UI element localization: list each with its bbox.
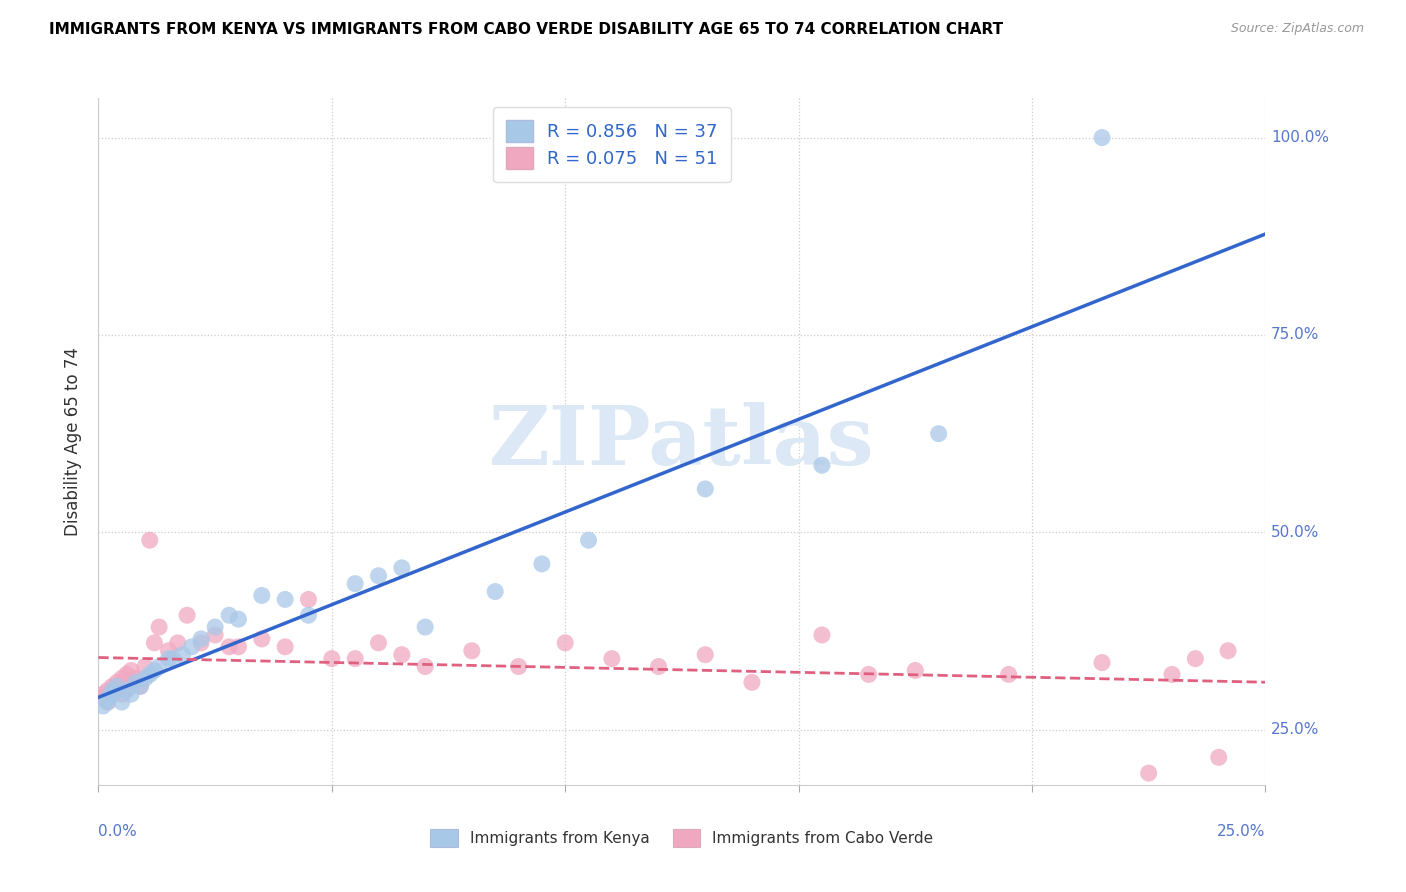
Point <box>148 620 170 634</box>
Point <box>139 533 162 548</box>
Point <box>176 608 198 623</box>
Point <box>461 644 484 658</box>
Text: 100.0%: 100.0% <box>1271 130 1329 145</box>
Point <box>129 679 152 693</box>
Point <box>91 698 114 713</box>
Point <box>157 651 180 665</box>
Point <box>741 675 763 690</box>
Point <box>125 675 148 690</box>
Point <box>250 589 273 603</box>
Point <box>484 584 506 599</box>
Point <box>274 592 297 607</box>
Point <box>647 659 669 673</box>
Point <box>180 640 202 654</box>
Point <box>1184 651 1206 665</box>
Point <box>91 691 114 706</box>
Point <box>162 651 184 665</box>
Point <box>97 683 120 698</box>
Point <box>367 568 389 582</box>
Point <box>129 679 152 693</box>
Point <box>101 683 124 698</box>
Point <box>172 648 194 662</box>
Point <box>111 687 134 701</box>
Point <box>218 640 240 654</box>
Point <box>111 695 134 709</box>
Point <box>928 426 950 441</box>
Point <box>204 628 226 642</box>
Point <box>111 672 134 686</box>
Point <box>204 620 226 634</box>
Point <box>105 675 128 690</box>
Point <box>190 632 212 646</box>
Point <box>120 687 142 701</box>
Point <box>97 695 120 709</box>
Point <box>274 640 297 654</box>
Point <box>125 672 148 686</box>
Point <box>228 640 250 654</box>
Text: ZIPatlas: ZIPatlas <box>489 401 875 482</box>
Point <box>600 651 623 665</box>
Point <box>367 636 389 650</box>
Point <box>413 620 436 634</box>
Point <box>344 651 367 665</box>
Point <box>695 648 717 662</box>
Point <box>148 659 170 673</box>
Point <box>157 644 180 658</box>
Point <box>218 608 240 623</box>
Point <box>858 667 880 681</box>
Point <box>228 612 250 626</box>
Point <box>997 667 1019 681</box>
Point <box>391 561 413 575</box>
Point <box>508 659 530 673</box>
Point <box>143 664 166 678</box>
Point <box>250 632 273 646</box>
Point <box>1091 130 1114 145</box>
Point <box>811 628 834 642</box>
Point <box>391 648 413 662</box>
Point <box>1216 644 1239 658</box>
Point <box>101 687 124 701</box>
Point <box>344 576 367 591</box>
Point <box>134 672 156 686</box>
Point <box>321 651 343 665</box>
Point <box>134 659 156 673</box>
Text: 25.0%: 25.0% <box>1218 824 1265 838</box>
Point <box>297 592 319 607</box>
Point <box>97 691 120 706</box>
Point <box>91 687 114 701</box>
Text: 25.0%: 25.0% <box>1271 723 1320 737</box>
Text: 50.0%: 50.0% <box>1271 524 1320 540</box>
Point <box>190 636 212 650</box>
Point <box>120 679 142 693</box>
Point <box>143 636 166 650</box>
Text: IMMIGRANTS FROM KENYA VS IMMIGRANTS FROM CABO VERDE DISABILITY AGE 65 TO 74 CORR: IMMIGRANTS FROM KENYA VS IMMIGRANTS FROM… <box>49 22 1004 37</box>
Point <box>115 683 138 698</box>
Y-axis label: Disability Age 65 to 74: Disability Age 65 to 74 <box>65 347 83 536</box>
Point <box>530 557 553 571</box>
Text: 0.0%: 0.0% <box>98 824 138 838</box>
Point <box>1208 750 1230 764</box>
Point <box>139 667 162 681</box>
Point <box>101 687 124 701</box>
Point <box>166 636 188 650</box>
Point <box>578 533 600 548</box>
Point <box>1137 766 1160 780</box>
Point <box>811 458 834 473</box>
Legend: Immigrants from Kenya, Immigrants from Cabo Verde: Immigrants from Kenya, Immigrants from C… <box>425 823 939 853</box>
Point <box>101 679 124 693</box>
Text: Source: ZipAtlas.com: Source: ZipAtlas.com <box>1230 22 1364 36</box>
Point <box>1161 667 1184 681</box>
Point <box>554 636 576 650</box>
Point <box>115 683 138 698</box>
Point <box>695 482 717 496</box>
Text: 75.0%: 75.0% <box>1271 327 1320 343</box>
Point <box>297 608 319 623</box>
Point <box>1091 656 1114 670</box>
Point <box>97 695 120 709</box>
Point <box>105 679 128 693</box>
Point <box>904 664 927 678</box>
Point <box>120 664 142 678</box>
Point <box>413 659 436 673</box>
Point <box>115 667 138 681</box>
